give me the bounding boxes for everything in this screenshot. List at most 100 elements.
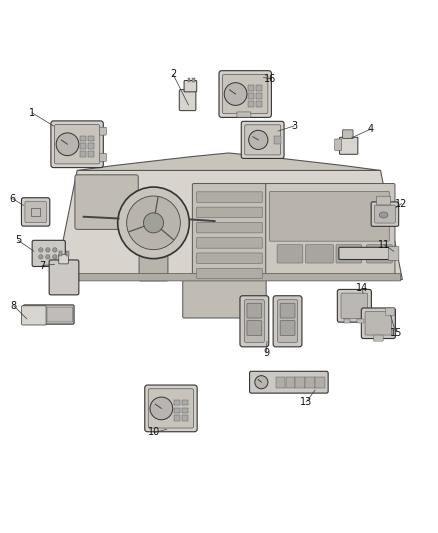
Polygon shape	[55, 171, 403, 280]
FancyBboxPatch shape	[278, 300, 297, 343]
FancyBboxPatch shape	[183, 276, 266, 318]
Text: 1: 1	[29, 108, 35, 118]
FancyBboxPatch shape	[367, 245, 392, 263]
FancyBboxPatch shape	[25, 201, 46, 223]
FancyBboxPatch shape	[365, 311, 392, 335]
Bar	[256, 93, 262, 99]
FancyBboxPatch shape	[377, 196, 391, 205]
FancyBboxPatch shape	[389, 246, 399, 261]
Bar	[295, 376, 305, 388]
Circle shape	[224, 83, 247, 106]
Text: 11: 11	[378, 240, 390, 249]
Bar	[88, 143, 94, 149]
FancyBboxPatch shape	[245, 125, 281, 155]
Bar	[286, 376, 295, 388]
FancyBboxPatch shape	[371, 202, 399, 227]
Circle shape	[53, 248, 57, 252]
Text: 5: 5	[15, 235, 21, 245]
Circle shape	[150, 397, 173, 420]
FancyBboxPatch shape	[237, 112, 251, 117]
FancyBboxPatch shape	[197, 238, 262, 248]
FancyBboxPatch shape	[197, 268, 262, 279]
Circle shape	[118, 187, 189, 259]
FancyBboxPatch shape	[23, 305, 74, 324]
Bar	[88, 151, 94, 157]
Circle shape	[127, 196, 180, 249]
FancyBboxPatch shape	[219, 71, 272, 117]
FancyBboxPatch shape	[197, 192, 262, 203]
Bar	[192, 78, 194, 82]
Bar	[187, 78, 190, 82]
Bar	[88, 135, 94, 141]
FancyBboxPatch shape	[47, 307, 73, 322]
Text: 4: 4	[368, 124, 374, 134]
Bar	[80, 135, 86, 141]
FancyBboxPatch shape	[247, 303, 262, 318]
FancyBboxPatch shape	[273, 296, 302, 347]
Bar	[357, 319, 364, 323]
Circle shape	[53, 255, 57, 259]
Bar	[274, 136, 282, 144]
FancyBboxPatch shape	[49, 260, 79, 295]
FancyBboxPatch shape	[277, 245, 303, 263]
Bar	[256, 85, 262, 91]
FancyBboxPatch shape	[197, 207, 262, 217]
FancyBboxPatch shape	[361, 308, 396, 338]
FancyBboxPatch shape	[240, 296, 269, 347]
Bar	[248, 85, 254, 91]
Bar	[182, 400, 188, 405]
Bar	[248, 101, 254, 107]
Bar	[248, 93, 254, 99]
FancyBboxPatch shape	[192, 183, 267, 280]
Bar	[174, 400, 180, 405]
FancyBboxPatch shape	[145, 385, 197, 432]
Text: 3: 3	[291, 121, 297, 131]
FancyBboxPatch shape	[51, 121, 103, 167]
Circle shape	[56, 133, 79, 156]
FancyBboxPatch shape	[32, 240, 65, 266]
Circle shape	[249, 130, 268, 149]
Circle shape	[46, 248, 50, 252]
Bar	[182, 415, 188, 421]
Text: 16: 16	[265, 74, 277, 84]
Bar	[31, 207, 40, 216]
Bar	[59, 251, 62, 256]
FancyBboxPatch shape	[241, 122, 284, 158]
FancyBboxPatch shape	[21, 198, 50, 226]
Text: 8: 8	[11, 301, 17, 311]
Circle shape	[46, 255, 50, 259]
Circle shape	[255, 376, 268, 389]
Bar	[174, 408, 180, 413]
FancyBboxPatch shape	[339, 138, 358, 154]
FancyBboxPatch shape	[386, 308, 395, 316]
Ellipse shape	[379, 212, 388, 218]
Bar	[80, 143, 86, 149]
FancyBboxPatch shape	[337, 289, 371, 322]
Text: 10: 10	[148, 427, 160, 438]
FancyBboxPatch shape	[77, 273, 401, 281]
FancyBboxPatch shape	[223, 75, 268, 114]
FancyBboxPatch shape	[305, 245, 333, 263]
FancyBboxPatch shape	[197, 222, 262, 233]
FancyBboxPatch shape	[148, 389, 194, 428]
Circle shape	[144, 213, 163, 233]
FancyBboxPatch shape	[266, 183, 395, 280]
FancyBboxPatch shape	[374, 335, 383, 341]
FancyBboxPatch shape	[59, 254, 68, 264]
FancyBboxPatch shape	[250, 372, 328, 393]
Circle shape	[39, 255, 43, 259]
Text: 2: 2	[170, 69, 176, 79]
Bar	[305, 376, 315, 388]
Text: 12: 12	[396, 199, 408, 208]
Bar	[66, 251, 69, 256]
FancyBboxPatch shape	[54, 125, 100, 164]
FancyBboxPatch shape	[374, 205, 396, 223]
FancyBboxPatch shape	[184, 80, 197, 92]
Text: 7: 7	[39, 261, 45, 271]
FancyBboxPatch shape	[280, 303, 295, 318]
Bar	[276, 376, 286, 388]
FancyBboxPatch shape	[343, 130, 353, 139]
Text: 15: 15	[390, 328, 402, 338]
FancyBboxPatch shape	[75, 175, 138, 229]
FancyBboxPatch shape	[270, 191, 389, 241]
